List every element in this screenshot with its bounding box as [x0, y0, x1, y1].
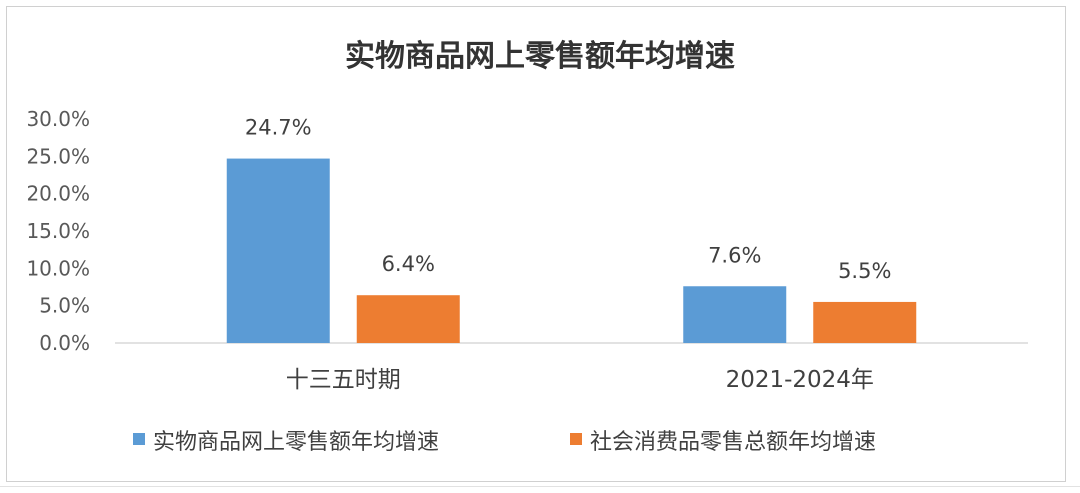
y-tick-label: 5.0% [39, 294, 90, 318]
x-tick-label: 2021-2024年 [726, 367, 874, 393]
y-tick-label: 25.0% [26, 144, 90, 168]
bottom-divider [0, 486, 1080, 487]
bar [683, 286, 787, 343]
data-label: 5.5% [838, 259, 891, 283]
y-tick-label: 15.0% [26, 219, 90, 243]
data-labels: 24.7% 6.4% 7.6% 5.5% [245, 116, 892, 283]
x-tick-label: 十三五时期 [286, 367, 401, 393]
data-label: 6.4% [382, 252, 435, 276]
chart-title: 实物商品网上零售额年均增速 [345, 39, 735, 74]
data-label: 24.7% [245, 116, 312, 140]
x-axis: 十三五时期 2021-2024年 [286, 367, 874, 393]
data-label: 7.6% [708, 243, 761, 267]
legend-label: 社会消费品零售总额年均增速 [590, 430, 876, 455]
bar [356, 295, 460, 343]
y-axis: 0.0% 5.0% 10.0% 15.0% 20.0% 25.0% 30.0% [26, 107, 90, 355]
y-tick-label: 0.0% [39, 331, 90, 355]
legend-swatch [133, 433, 145, 445]
chart-frame [6, 6, 1066, 482]
legend-label: 实物商品网上零售额年均增速 [153, 430, 439, 455]
legend-swatch [570, 433, 582, 445]
bar [813, 301, 917, 343]
legend: 实物商品网上零售额年均增速 社会消费品零售总额年均增速 [133, 430, 876, 455]
y-tick-label: 30.0% [26, 107, 90, 131]
y-tick-label: 20.0% [26, 182, 90, 206]
bars [226, 158, 917, 343]
y-tick-label: 10.0% [26, 256, 90, 280]
bar [226, 158, 330, 343]
